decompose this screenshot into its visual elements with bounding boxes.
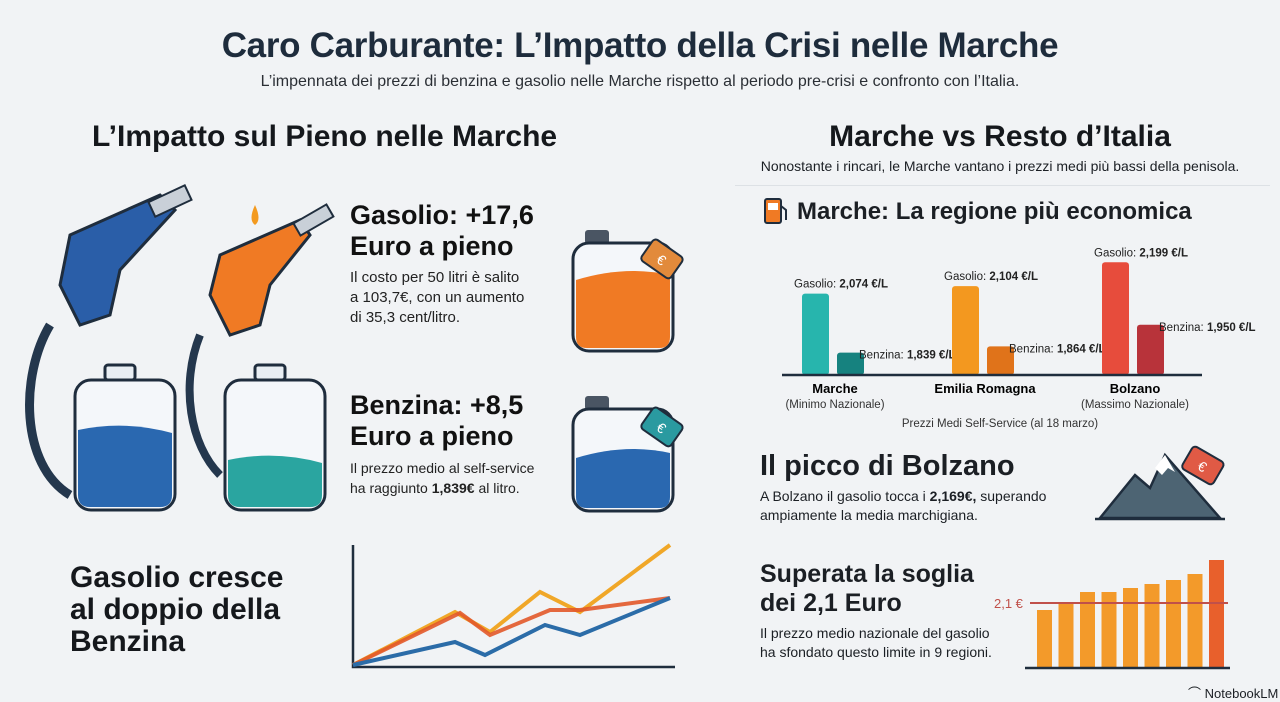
soglia-text: Il prezzo medio nazionale del gasolio ha … <box>760 625 992 660</box>
category-label: Bolzano <box>1110 381 1161 396</box>
section-title: Marche: La regione più economica <box>797 198 1192 225</box>
euro-price-tag-icon: € <box>1181 445 1225 486</box>
left-heading: L’Impatto sul Pieno nelle Marche <box>92 120 558 153</box>
bar-gasolio-1 <box>952 286 979 375</box>
category-label: Marche <box>812 381 858 396</box>
trend-line-chart <box>351 543 675 669</box>
bar-gasolio-0 <box>802 293 829 375</box>
mountain-price-tag-icon: € <box>1095 445 1225 521</box>
threshold-bar <box>1209 560 1224 668</box>
benzina-title-2: Euro a pieno <box>350 421 514 451</box>
notebooklm-watermark: ⌒ NotebookLM <box>1188 686 1279 701</box>
blue-tank-icon <box>73 363 177 512</box>
bar-value-label: Gasolio: 2,104 €/L <box>944 271 1038 283</box>
fuel-pump-icon <box>764 198 787 224</box>
threshold-bar <box>1101 592 1117 668</box>
threshold-bar <box>1123 588 1138 668</box>
teal-tank-icon <box>223 363 327 512</box>
right-subheading: Nonostante i rincari, le Marche vantano … <box>760 158 1240 174</box>
region-price-bar-chart: Gasolio: 2,074 €/L Benzina: 1,839 €/L Marc… <box>782 247 1256 430</box>
threshold-bar-chart: 2,1 € <box>994 560 1230 670</box>
page-title: Caro Carburante: L’Impatto della Crisi n… <box>221 26 1059 65</box>
gasolio-title-2: Euro a pieno <box>350 231 514 261</box>
benzina-title: Benzina: +8,5 <box>350 390 524 420</box>
trend-heading: Gasolio cresce al doppio della Benzina <box>70 561 284 658</box>
picco-text: A Bolzano il gasolio tocca i 2,169€, sup… <box>760 488 1047 523</box>
bar-gasolio-2 <box>1102 262 1129 375</box>
trend-axes <box>351 545 675 669</box>
threshold-bar <box>1080 592 1095 668</box>
gasolio-title: Gasolio: +17,6 <box>350 200 534 230</box>
threshold-bar <box>1187 574 1203 668</box>
divider <box>735 185 1270 186</box>
bar-value-label: Benzina: 1,839 €/L <box>859 350 956 362</box>
bar-benzina-0 <box>837 352 864 375</box>
fuel-pumps-illustration <box>25 183 335 512</box>
bar-benzina-1 <box>987 346 1014 375</box>
blue-jerrycan-icon: € <box>571 396 684 513</box>
picco-title: Il picco di Bolzano <box>760 450 1015 482</box>
threshold-bar <box>1144 584 1160 668</box>
chart-caption: Prezzi Medi Self-Service (al 18 marzo) <box>902 418 1098 430</box>
gasolio-card: Gasolio: +17,6 Euro a pieno Il costo per… <box>350 200 534 328</box>
threshold-bar <box>1058 604 1074 668</box>
euro-price-tag-icon: € <box>640 406 684 448</box>
euro-price-tag-icon: € <box>640 238 684 280</box>
soglia-card: Superata la soglia dei 2,1 Euro Il prezzo… <box>760 560 992 662</box>
gasolio-text: Il costo per 50 litri è salito a 103,7€, … <box>350 269 525 326</box>
soglia-title: Superata la soglia dei 2,1 Euro <box>760 560 974 617</box>
benzina-card: Benzina: +8,5 Euro a pieno Il prezzo med… <box>350 390 534 498</box>
threshold-bar <box>1037 610 1052 668</box>
notebooklm-logo-icon: ⌒ <box>1188 686 1205 701</box>
category-note: (Minimo Nazionale) <box>785 399 884 411</box>
benzina-text: Il prezzo medio al self-service ha raggi… <box>350 460 535 496</box>
bar-value-label: Benzina: 1,864 €/L <box>1009 343 1106 355</box>
bar-benzina-2 <box>1137 324 1164 375</box>
bar-value-label: Gasolio: 2,199 €/L <box>1094 247 1188 259</box>
category-label: Emilia Romagna <box>934 381 1036 396</box>
benzina-line <box>352 596 671 667</box>
orange-pump-icon <box>185 203 335 478</box>
threshold-label: 2,1 € <box>994 596 1024 611</box>
orange-jerrycan-icon: € <box>571 230 684 353</box>
bar-value-label: Gasolio: 2,074 €/L <box>794 279 888 291</box>
blue-pump-icon <box>25 183 193 499</box>
right-heading: Marche vs Resto d’Italia <box>829 120 1171 153</box>
category-note: (Massimo Nazionale) <box>1081 399 1189 411</box>
page-subtitle: L’impennata dei prezzi di benzina e gaso… <box>260 73 1020 90</box>
bar-value-label: Benzina: 1,950 €/L <box>1159 322 1256 334</box>
benzina-line-blue <box>352 596 671 667</box>
picco-card: Il picco di Bolzano A Bolzano il gasolio… <box>760 450 1046 525</box>
threshold-bar <box>1166 580 1181 668</box>
gasolio-line <box>352 543 672 667</box>
